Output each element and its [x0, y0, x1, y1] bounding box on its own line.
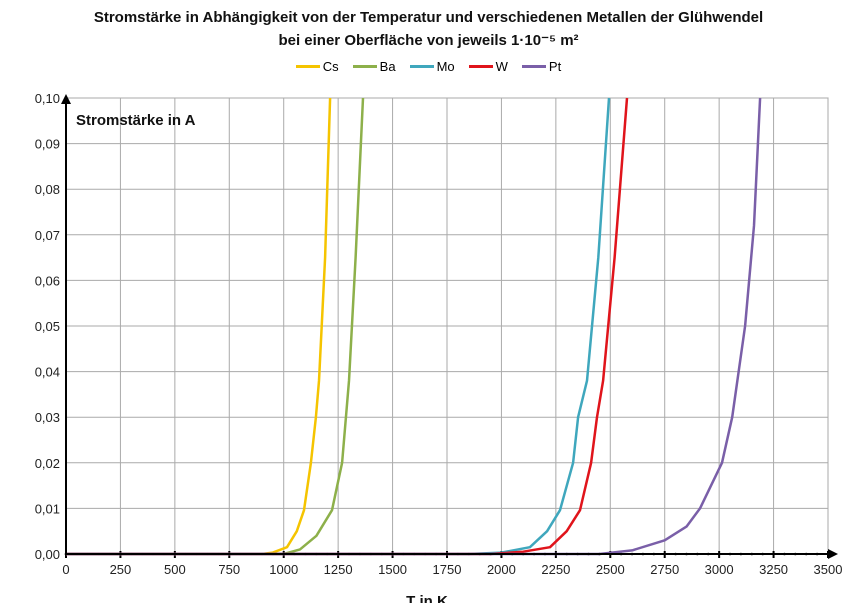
- y-tick-label: 0,07: [35, 228, 60, 243]
- x-tick-label: 2750: [650, 562, 679, 577]
- chart-subtitle: bei einer Oberfläche von jeweils 1·10⁻⁵ …: [278, 32, 579, 49]
- legend-item-w: W: [468, 59, 508, 74]
- legend-swatch: [352, 65, 377, 68]
- y-tick-label: 0,02: [35, 456, 60, 471]
- x-tick-label: 750: [218, 562, 240, 577]
- x-tick-label: 2500: [596, 562, 625, 577]
- y-tick-label: 0,06: [35, 273, 60, 288]
- x-tick-label: 1250: [324, 562, 353, 577]
- series-line-w: [66, 97, 629, 556]
- y-tick-label: 0,10: [35, 91, 60, 106]
- y-axis-label: Stromstärke in A: [76, 112, 196, 129]
- x-tick-label: 1500: [378, 562, 407, 577]
- x-tick-label: 250: [110, 562, 132, 577]
- legend-label: W: [495, 59, 508, 74]
- legend-item-cs: Cs: [295, 59, 339, 74]
- y-tick-label: 0,00: [35, 547, 60, 562]
- series-line-pt: [66, 97, 762, 556]
- legend-label: Mo: [436, 59, 455, 74]
- y-tick-label: 0,03: [35, 410, 60, 425]
- y-tick-label: 0,05: [35, 319, 60, 334]
- legend-item-mo: Mo: [409, 59, 455, 74]
- x-tick-label: 1750: [433, 562, 462, 577]
- legend-item-pt: Pt: [521, 59, 562, 74]
- y-axis-arrow-icon: [61, 94, 71, 104]
- y-tick-label: 0,09: [35, 137, 60, 152]
- legend-label: Ba: [379, 59, 396, 74]
- legend-swatch: [521, 65, 546, 68]
- x-axis-arrow-icon: [828, 549, 838, 559]
- x-tick-label: 2250: [541, 562, 570, 577]
- y-tick-label: 0,01: [35, 501, 60, 516]
- x-tick-label: 500: [164, 562, 186, 577]
- chart-title: Stromstärke in Abhängigkeit von der Temp…: [93, 9, 764, 26]
- x-axis-label: T in K: [406, 593, 448, 603]
- x-tick-label: 3500: [814, 562, 843, 577]
- legend-swatch: [295, 65, 320, 68]
- x-tick-label: 0: [62, 562, 69, 577]
- legend-label: Cs: [322, 59, 339, 74]
- y-tick-label: 0,08: [35, 182, 60, 197]
- legend-label: Pt: [548, 59, 562, 74]
- x-tick-label: 3250: [759, 562, 788, 577]
- series-line-ba: [66, 97, 365, 556]
- legend-item-ba: Ba: [352, 59, 396, 74]
- legend-swatch: [468, 65, 493, 68]
- x-tick-label: 3000: [705, 562, 734, 577]
- y-tick-label: 0,04: [35, 365, 60, 380]
- legend-swatch: [409, 65, 434, 68]
- x-tick-label: 2000: [487, 562, 516, 577]
- legend: Cs Ba Mo W Pt: [0, 59, 857, 74]
- x-tick-label: 1000: [269, 562, 298, 577]
